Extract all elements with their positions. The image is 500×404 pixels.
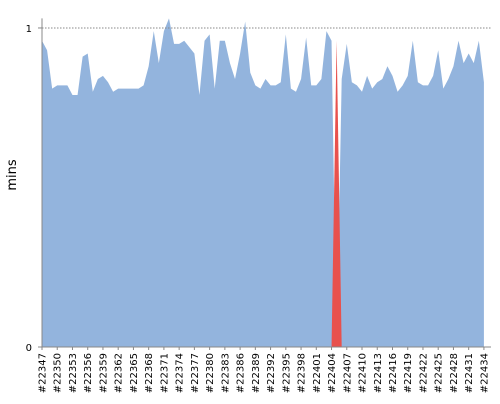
x-tick-label: #22425 [434,353,445,393]
x-tick-label: #22359 [98,353,109,393]
x-tick-label: #22392 [266,353,277,393]
x-tick-label: #22371 [159,353,170,393]
area [331,40,342,347]
x-tick-label: #22401 [312,353,323,393]
x-tick-label: #22374 [175,353,186,393]
x-tick-label: #22416 [388,353,399,393]
x-tick-label: #22419 [403,353,414,393]
x-tick-label: #22404 [327,353,338,393]
x-tick-label: #22434 [479,353,490,393]
x-tick-label: #22347 [38,353,49,393]
x-tick-label: #22407 [342,353,353,393]
x-tick-label: #22398 [297,353,308,393]
x-tick-label: #22380 [205,353,216,393]
y-tick-label: 0 [26,343,32,354]
x-tick-label: #22410 [358,353,369,393]
x-tick-label: #22362 [114,353,125,393]
x-tick-label: #22422 [418,353,429,393]
y-tick-label: 1 [26,24,32,35]
x-tick-label: #22365 [129,353,140,393]
area [42,18,484,348]
x-tick-label: #22377 [190,353,201,393]
x-tick-label: #22383 [220,353,231,393]
x-tick-label: #22428 [449,353,460,393]
x-tick-label: #22413 [373,353,384,393]
x-tick-label: #22350 [53,353,64,393]
y-axis-label: mins [5,159,20,191]
x-tick-label: #22368 [144,353,155,393]
x-tick-label: #22353 [68,353,79,393]
x-tick-label: #22389 [251,353,262,393]
x-tick-label: #22395 [281,353,292,393]
x-tick-label: #22356 [83,353,94,393]
x-tick-label: #22386 [236,353,247,393]
x-tick-label: #22431 [464,353,475,393]
